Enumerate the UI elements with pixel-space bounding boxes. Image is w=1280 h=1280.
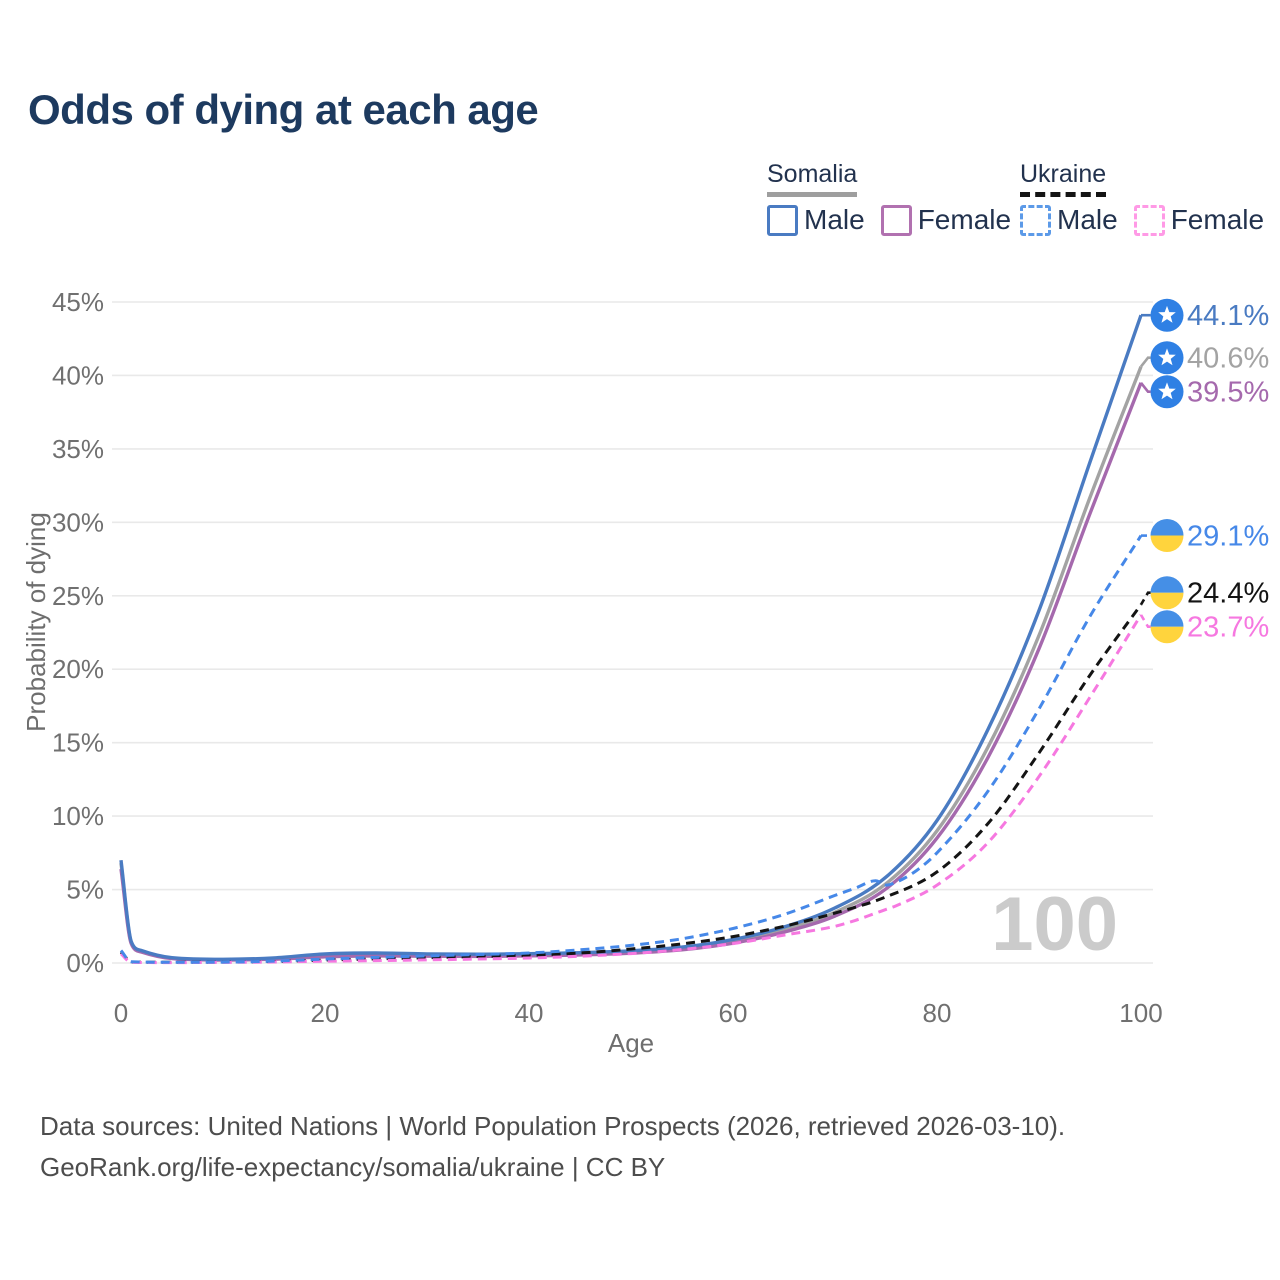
flag-icon-ukraine-ukraine-female: [1150, 610, 1184, 644]
footer-sources: Data sources: United Nations | World Pop…: [40, 1111, 1066, 1141]
legend-group-somalia: Somalia Male Female: [767, 160, 1011, 236]
y-tick-20: 20%: [52, 654, 104, 684]
footer: Data sources: United Nations | World Pop…: [40, 1106, 1065, 1188]
legend-label-ukraine-male: Male: [1057, 204, 1118, 235]
y-tick-5: 5%: [66, 875, 104, 905]
y-tick-15: 15%: [52, 728, 104, 758]
somalia-male-swatch-icon: [767, 204, 798, 236]
ukraine-flag-blue-half: [1150, 519, 1184, 536]
line-chart: 0% 5% 10% 15% 20% 25% 30% 35% 40% 45% 0 20 40 60 80 100…: [21, 287, 1269, 1058]
x-axis-title: Age: [608, 1028, 654, 1058]
x-tick-40: 40: [515, 998, 544, 1028]
x-tick-80: 80: [923, 998, 952, 1028]
end-labels: 40.6%39.5% 44.1% 24.4%23.7% 29.1%: [1139, 298, 1269, 644]
end-label-leader-somalia-total: [1139, 356, 1151, 368]
somalia-female-swatch-icon: [880, 204, 912, 236]
legend-label-ukraine-female: Female: [1170, 204, 1265, 235]
somalia-star-icon: [1158, 348, 1176, 366]
y-tick-35: 35%: [52, 434, 104, 464]
ukraine-flag-blue-half: [1150, 610, 1184, 627]
line-ukraine-total: [119, 603, 1143, 964]
y-tick-30: 30%: [52, 507, 104, 537]
flag-icon-ukraine-ukraine-total: [1150, 576, 1184, 610]
footer-attribution: GeoRank.org/life-expectancy/somalia/ukra…: [40, 1152, 666, 1182]
line-somalia-female: [119, 382, 1143, 962]
somalia-star-icon: [1158, 305, 1176, 323]
line-ukraine-male: [119, 534, 1143, 964]
end-label-value-ukraine-total: 24.4%: [1187, 578, 1269, 610]
line-ukraine-female: [119, 614, 1143, 965]
ukraine-flag-yellow-half: [1150, 626, 1184, 644]
ukraine-female-swatch-icon: [1133, 204, 1165, 236]
y-tick-40: 40%: [52, 360, 104, 390]
y-tick-45: 45%: [52, 287, 104, 317]
ukraine-flag-blue-half: [1150, 576, 1184, 593]
legend-item-somalia-female[interactable]: Female: [880, 204, 1012, 236]
legend-somalia-title: Somalia: [767, 160, 858, 188]
end-label-leader-ukraine-total: [1139, 591, 1151, 606]
legend-group-ukraine: Ukraine Male Female: [1020, 160, 1264, 236]
gridlines: 0% 5% 10% 15% 20% 25% 30% 35% 40% 45% 0 20 40 60 80 100: [52, 287, 1163, 1028]
flag-icon-somalia-somalia-total: [1150, 341, 1184, 375]
end-label-value-somalia-total: 40.6%: [1187, 343, 1269, 375]
age-counter: 100: [991, 882, 1118, 967]
y-tick-25: 25%: [52, 581, 104, 611]
legend-somalia-header[interactable]: Somalia: [767, 160, 858, 197]
legend-ukraine-items: Male Female: [1020, 204, 1264, 236]
end-label-leader-somalia-female: [1139, 381, 1151, 393]
flag-icon-ukraine-ukraine-male: [1150, 519, 1184, 553]
end-label-value-somalia-female: 39.5%: [1187, 377, 1269, 409]
legend-somalia-items: Male Female: [767, 204, 1011, 236]
legend-ukraine-title: Ukraine: [1020, 160, 1107, 188]
legend-label-somalia-female: Female: [917, 204, 1012, 235]
line-somalia-total: [119, 365, 1143, 962]
somalia-star-icon: [1158, 382, 1176, 400]
page-title: Odds of dying at each age: [28, 86, 539, 133]
ukraine-flag-yellow-half: [1150, 535, 1184, 553]
legend-label-somalia-male: Male: [804, 204, 865, 235]
flag-icon-somalia-somalia-male: [1150, 298, 1184, 332]
end-label-value-ukraine-male: 29.1%: [1187, 521, 1269, 553]
y-tick-10: 10%: [52, 801, 104, 831]
legend-item-somalia-male[interactable]: Male: [767, 204, 865, 236]
end-label-leader-ukraine-female: [1139, 614, 1151, 628]
x-tick-60: 60: [719, 998, 748, 1028]
flag-icon-somalia-somalia-female: [1150, 375, 1184, 409]
line-somalia-male: [119, 314, 1143, 962]
y-tick-0: 0%: [66, 948, 104, 978]
x-tick-100: 100: [1119, 998, 1162, 1028]
series-lines: [119, 314, 1143, 965]
y-axis-title: Probability of dying: [21, 512, 51, 732]
x-tick-0: 0: [114, 998, 128, 1028]
ukraine-flag-yellow-half: [1150, 592, 1184, 610]
legend-ukraine-header[interactable]: Ukraine: [1020, 160, 1107, 197]
legend-item-ukraine-male[interactable]: Male: [1020, 204, 1118, 236]
x-tick-20: 20: [311, 998, 340, 1028]
end-label-value-somalia-male: 44.1%: [1187, 300, 1269, 332]
legend-item-ukraine-female[interactable]: Female: [1133, 204, 1265, 236]
ukraine-male-swatch-icon: [1020, 204, 1051, 236]
end-label-value-ukraine-female: 23.7%: [1187, 612, 1269, 644]
